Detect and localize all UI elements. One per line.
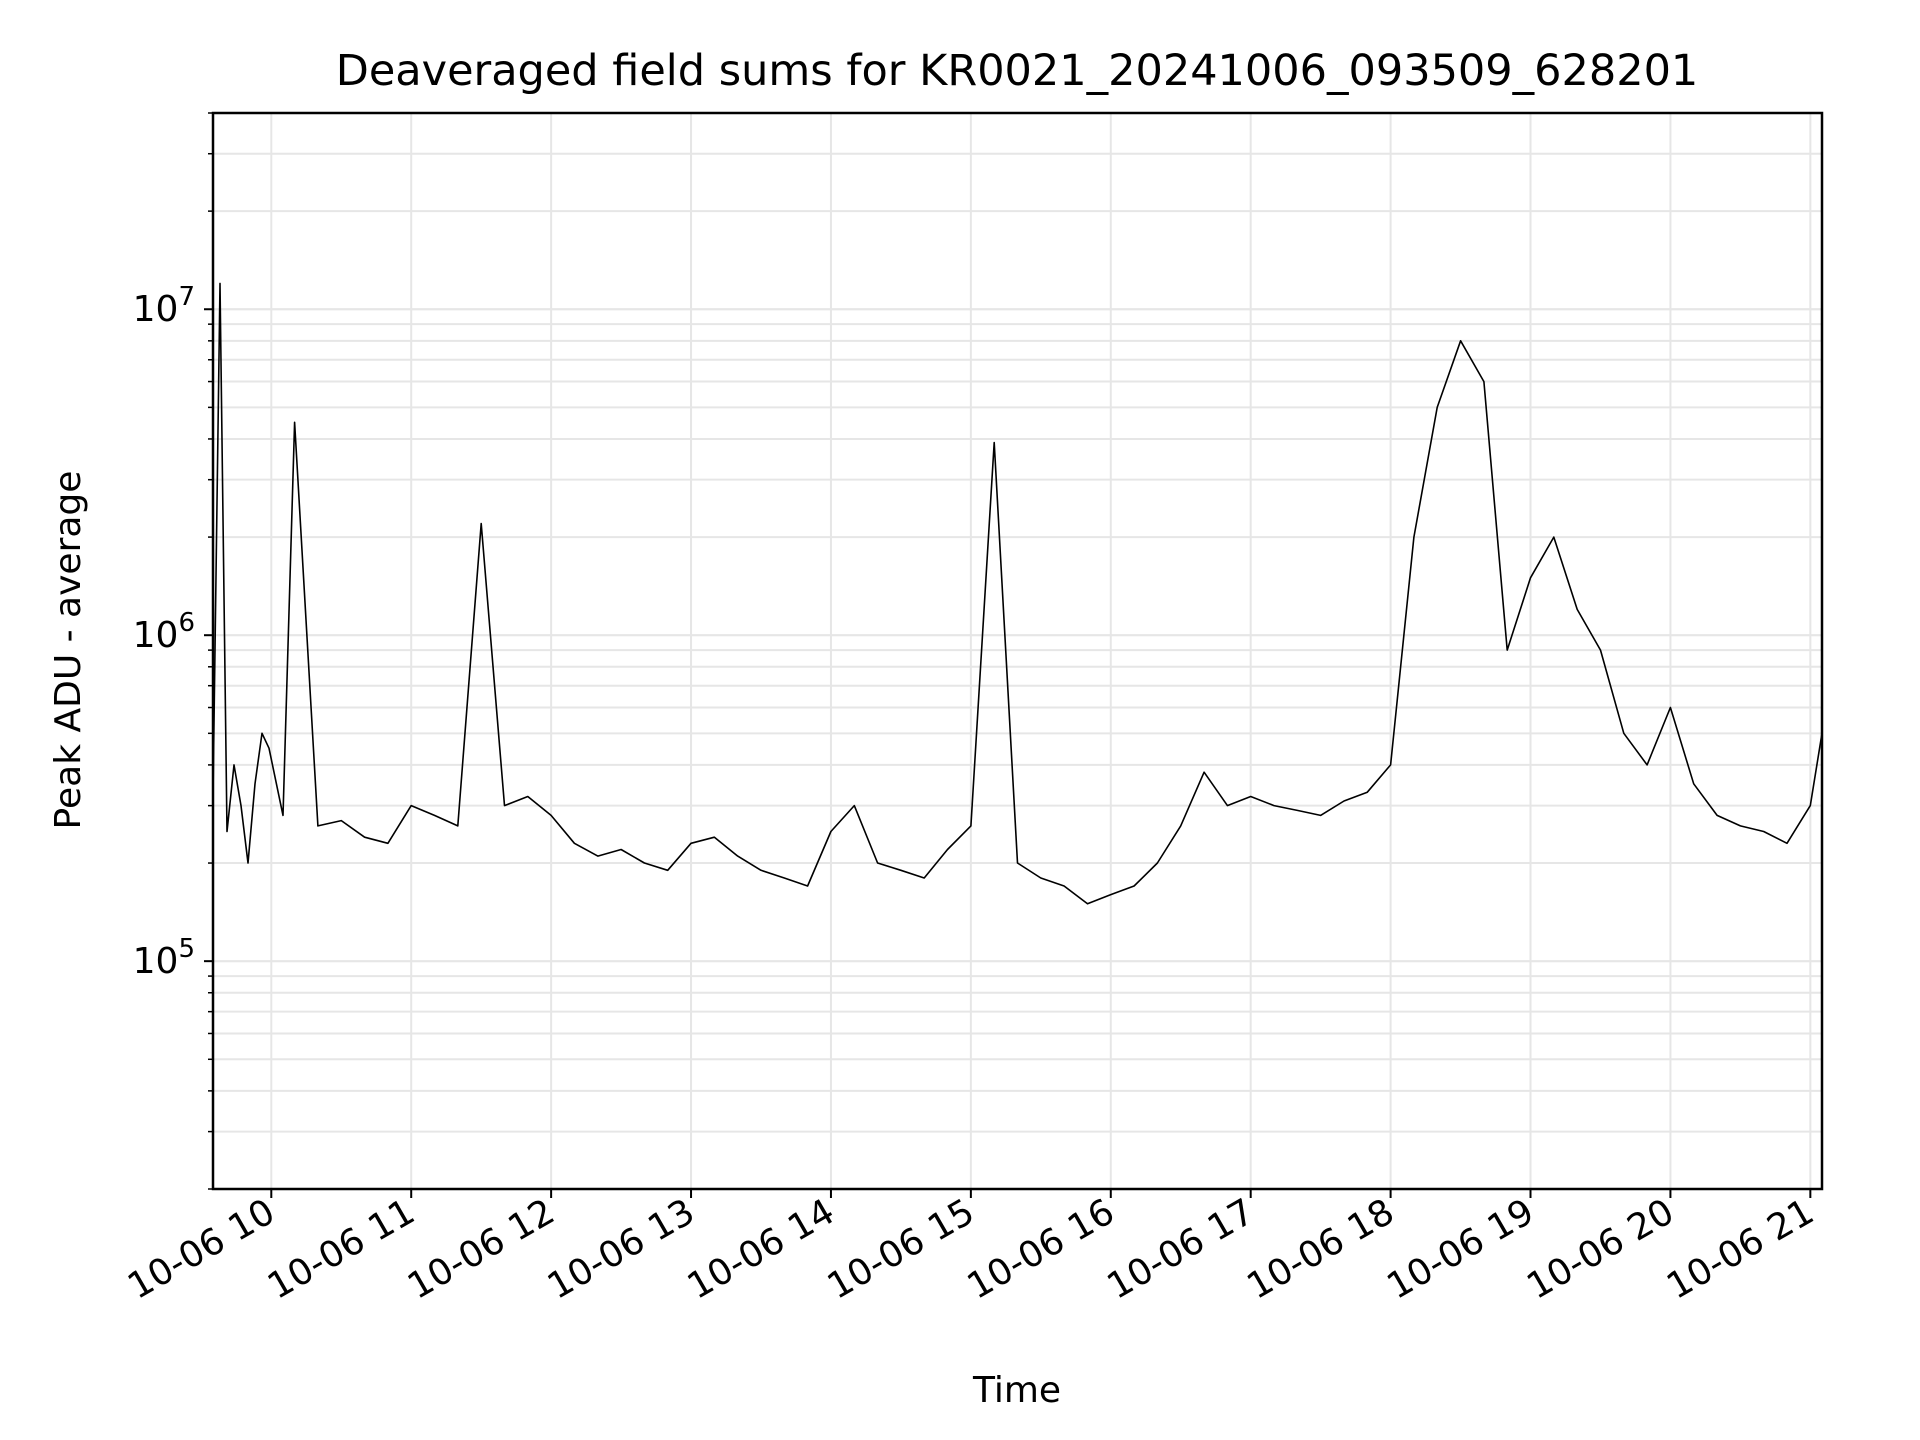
x-axis-label: Time <box>972 1370 1061 1411</box>
y-tick-label: 106 <box>133 608 195 656</box>
data-series-line <box>212 282 1823 905</box>
plot-frame <box>211 111 1824 1191</box>
data-layer <box>212 282 1823 905</box>
y-tick-label: 107 <box>133 282 195 330</box>
chart-title: Deaveraged field sums for KR0021_2024100… <box>336 46 1699 96</box>
y-tick-label: 105 <box>133 934 195 982</box>
y-axis-label: Peak ADU - average <box>48 471 89 830</box>
y-axis: 105 106 107 <box>133 112 213 1190</box>
